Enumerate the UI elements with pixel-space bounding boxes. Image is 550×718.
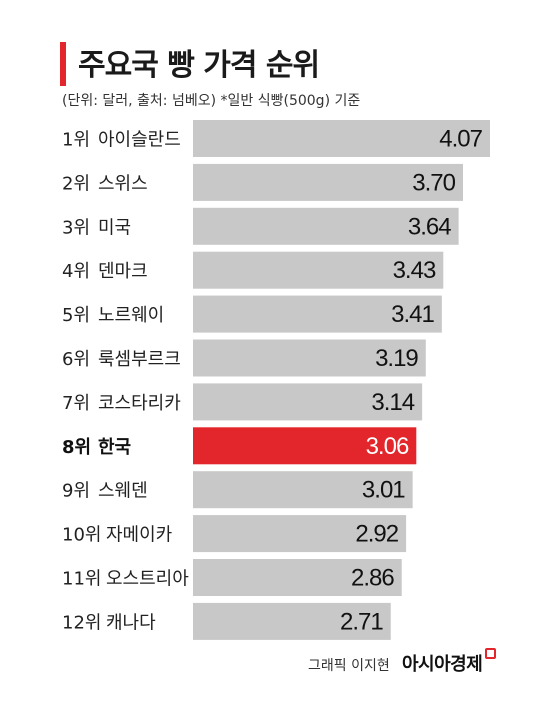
country-label: 덴마크 (98, 261, 148, 282)
bar-2 (193, 163, 463, 201)
rank-label: 12위 (62, 612, 101, 633)
bar-9 (193, 471, 413, 509)
country-label: 한국 (98, 437, 131, 458)
chart-subtitle: (단위: 달러, 출처: 넘베오) *일반 식빵(500g) 기준 (62, 93, 361, 109)
country-label: 캐나다 (106, 612, 156, 633)
bar-5 (193, 295, 442, 333)
country-label: 노르웨이 (98, 305, 164, 326)
bar-10 (193, 515, 407, 553)
bar-1 (193, 120, 490, 157)
country-label: 오스트리아 (106, 569, 189, 590)
country-label: 스웨덴 (98, 481, 148, 502)
value-label: 3.19 (375, 345, 418, 372)
title-accent-bar (60, 42, 66, 86)
rank-label: 10위 (62, 525, 101, 546)
value-label: 3.43 (393, 257, 436, 284)
bar-3 (193, 207, 459, 245)
bar-8 (193, 427, 417, 465)
rank-label: 2위 (62, 173, 90, 194)
value-label: 2.92 (355, 521, 398, 548)
value-label: 3.06 (366, 433, 409, 460)
country-label: 룩셈부르크 (98, 349, 181, 370)
bar-4 (193, 251, 444, 289)
brand-mark-icon (485, 648, 496, 659)
value-label: 3.64 (408, 213, 451, 240)
country-label: 미국 (98, 217, 131, 238)
value-label: 3.01 (362, 477, 405, 504)
value-label: 4.07 (439, 126, 482, 153)
value-label: 3.70 (412, 169, 455, 196)
rank-label: 11위 (62, 569, 101, 590)
bar-12 (193, 602, 391, 640)
rank-label: 9위 (62, 481, 90, 502)
value-label: 2.71 (340, 608, 383, 635)
rank-label: 6위 (62, 349, 90, 370)
country-label: 코스타리카 (98, 393, 181, 414)
country-label: 아이슬란드 (98, 130, 181, 151)
rank-label: 7위 (62, 393, 90, 414)
bar-6 (193, 339, 426, 377)
country-label: 스위스 (98, 173, 148, 194)
chart-title: 주요국 빵 가격 순위 (78, 48, 320, 83)
value-label: 3.14 (371, 389, 414, 416)
bar-7 (193, 383, 423, 421)
brand-logo-text: 아시아경제 (402, 654, 483, 675)
rank-label: 3위 (62, 217, 90, 238)
value-label: 2.86 (351, 565, 394, 592)
rank-label: 1위 (62, 130, 90, 151)
rank-label: 8위 (62, 437, 91, 458)
bar-11 (193, 559, 402, 596)
value-label: 3.41 (391, 301, 434, 328)
country-label: 자메이카 (106, 525, 172, 546)
graphic-credit: 그래픽 이지현 (308, 658, 390, 674)
rank-label: 4위 (62, 261, 90, 282)
rank-label: 5위 (62, 305, 90, 326)
